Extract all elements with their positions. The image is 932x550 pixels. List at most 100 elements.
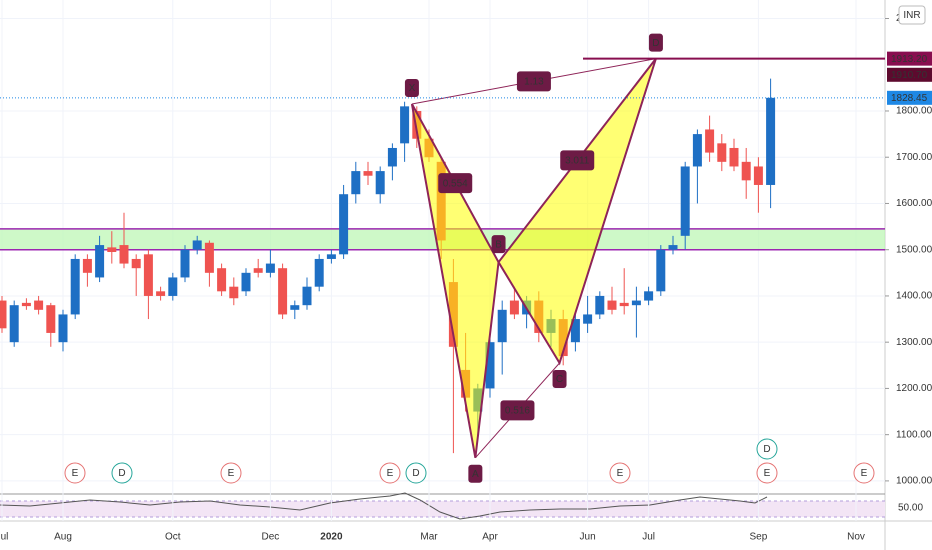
- x-tick-label: Apr: [482, 532, 498, 543]
- candle-body: [741, 161, 751, 181]
- candle-body: [644, 291, 654, 301]
- candle-body: [729, 147, 739, 167]
- rsi-level-label: 50.00: [898, 503, 923, 514]
- candle-body: [168, 277, 178, 296]
- candle-body: [0, 300, 7, 329]
- candle-body: [339, 194, 349, 255]
- point-label: D: [652, 38, 659, 49]
- event-marker: [220, 462, 242, 484]
- event-marker: [111, 462, 133, 484]
- x-tick-label: Jul: [642, 532, 655, 543]
- event-marker: [756, 462, 778, 484]
- ratio-box: [516, 71, 551, 92]
- point-box: [552, 369, 567, 388]
- candle-body: [595, 295, 605, 315]
- y-tick-label: 1400.00: [896, 291, 932, 302]
- ratio-box: [560, 150, 595, 171]
- candle-body: [668, 245, 678, 250]
- candle-body: [131, 258, 141, 269]
- candle-body: [70, 258, 80, 315]
- price-label: 1910.70: [891, 70, 928, 81]
- candle-body: [387, 147, 397, 167]
- candle-body: [485, 342, 495, 389]
- x-tick-label: Sep: [750, 532, 768, 543]
- event-marker: [756, 438, 778, 460]
- event-label: E: [387, 468, 394, 479]
- x-tick-label: Mar: [420, 532, 438, 543]
- candle-body: [570, 319, 580, 343]
- x-tick-label: Oct: [165, 532, 181, 543]
- y-tick-label: 1200.00: [896, 383, 932, 394]
- candle-body: [631, 300, 641, 306]
- y-tick-label: 1700.00: [896, 152, 932, 163]
- candle-body: [363, 171, 373, 176]
- y-tick-label: 1100.00: [896, 429, 932, 440]
- rsi-band: [0, 501, 885, 517]
- candle-body: [82, 258, 92, 273]
- candle-body: [497, 309, 507, 343]
- x-tick-label: Aug: [54, 532, 72, 543]
- candle-body: [95, 245, 105, 278]
- y-tick-label: 1500.00: [896, 244, 932, 255]
- candle-body: [204, 242, 214, 273]
- price-label-box: [887, 51, 932, 66]
- candle-body: [717, 143, 727, 162]
- point-label: A: [472, 469, 479, 480]
- candle-body: [692, 134, 702, 167]
- event-marker: [64, 462, 86, 484]
- event-label: E: [861, 468, 868, 479]
- candle-body: [241, 272, 251, 292]
- event-marker: [853, 462, 875, 484]
- candle-body: [656, 249, 666, 292]
- candle-body: [619, 302, 629, 307]
- x-tick-label: Jun: [580, 532, 596, 543]
- candle-body: [290, 305, 300, 310]
- candle-body: [400, 106, 410, 144]
- x-tick-label: Jul: [0, 532, 8, 543]
- event-label: E: [617, 468, 624, 479]
- candle-body: [34, 300, 44, 310]
- price-label-box: [887, 67, 932, 82]
- event-label: E: [72, 468, 79, 479]
- candle-body: [217, 268, 227, 292]
- ratio-box: [500, 400, 535, 421]
- candle-body: [766, 97, 776, 185]
- candle-body: [375, 171, 385, 195]
- ratio-label: 1.13: [524, 76, 544, 87]
- ratio-label: 3.011: [565, 156, 590, 167]
- x-tick-label: Nov: [847, 532, 865, 543]
- candle-body: [278, 268, 288, 315]
- price-label: 1913.20: [891, 54, 928, 65]
- candle-body: [509, 300, 519, 315]
- candle-body: [753, 166, 763, 185]
- candle-body: [143, 254, 153, 296]
- candle-body: [351, 171, 361, 195]
- currency-button[interactable]: [898, 5, 926, 25]
- event-label: E: [228, 468, 235, 479]
- event-label: D: [118, 468, 125, 479]
- candle-body: [583, 314, 593, 324]
- event-label: E: [764, 468, 771, 479]
- candle-body: [314, 258, 324, 287]
- candle-body: [46, 305, 56, 333]
- candle-body: [21, 302, 31, 307]
- point-box: [648, 33, 663, 52]
- candle-body: [156, 291, 166, 296]
- event-label: D: [412, 468, 419, 479]
- x-tick-label: Dec: [262, 532, 280, 543]
- rsi-line: [0, 492, 768, 520]
- price-label: 1828.45: [891, 93, 928, 104]
- candle-body: [119, 245, 129, 264]
- y-tick-label: 1000.00: [896, 476, 932, 487]
- candle-body: [253, 268, 263, 273]
- candle-body: [705, 129, 715, 153]
- point-label: C: [556, 374, 563, 385]
- event-marker: [379, 462, 401, 484]
- candle-body: [265, 263, 275, 273]
- y-tick-label: 1300.00: [896, 337, 932, 348]
- candle-body: [326, 254, 336, 259]
- candle-body: [229, 286, 239, 299]
- price-label-box: [887, 90, 932, 105]
- point-label: B: [495, 239, 502, 250]
